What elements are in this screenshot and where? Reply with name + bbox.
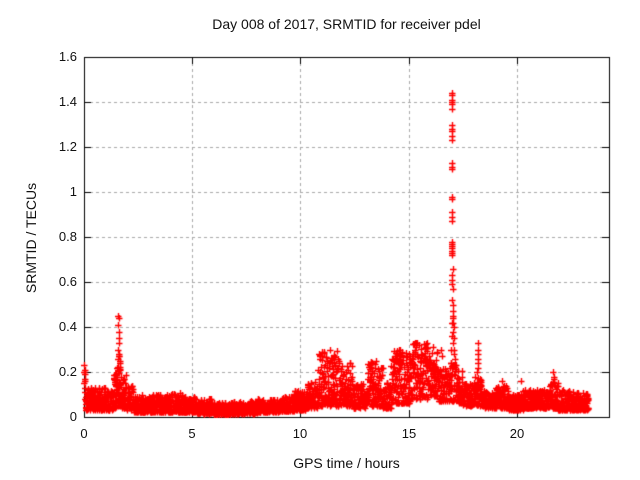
x-axis-label: GPS time / hours <box>293 455 400 471</box>
y-tick-label: 0 <box>69 409 77 424</box>
x-tick-label: 15 <box>401 426 417 441</box>
y-tick-label: 0.4 <box>58 319 77 334</box>
x-tick-label: 5 <box>188 426 196 441</box>
y-tick-label: 1.6 <box>58 49 77 64</box>
y-tick-label: 0.6 <box>58 274 77 289</box>
y-tick-label: 1.2 <box>58 139 77 154</box>
y-tick-label: 0.2 <box>58 364 77 379</box>
y-tick-label: 1 <box>69 184 77 199</box>
x-tick-label: 20 <box>509 426 525 441</box>
y-tick-label: 0.8 <box>58 229 77 244</box>
chart-title: Day 008 of 2017, SRMTID for receiver pde… <box>212 16 481 32</box>
x-tick-label: 0 <box>80 426 88 441</box>
y-tick-label: 1.4 <box>58 94 77 109</box>
x-tick-label: 10 <box>292 426 308 441</box>
